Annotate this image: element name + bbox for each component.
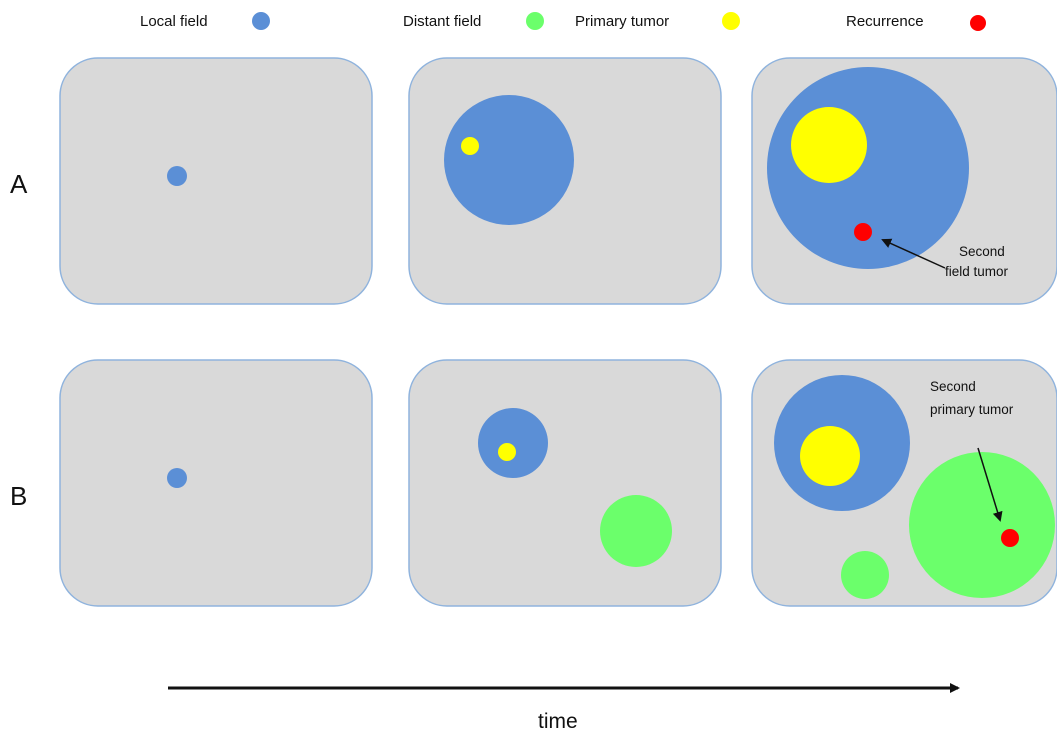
legend-primary-tumor-swatch bbox=[722, 12, 740, 30]
arrow-second-primary-tumor bbox=[977, 447, 1003, 522]
primary-tumor-a3 bbox=[791, 107, 867, 183]
time-label: time bbox=[538, 710, 578, 733]
panel-a1 bbox=[59, 57, 373, 305]
distant-field-b3-small bbox=[841, 551, 889, 599]
local-field-a1 bbox=[167, 166, 187, 186]
legend-distant-field-swatch bbox=[526, 12, 544, 30]
legend-local-field-label: Local field bbox=[140, 13, 208, 30]
row-label-b: B bbox=[10, 481, 27, 511]
panel-b1 bbox=[59, 359, 373, 607]
legend-distant-field-label: Distant field bbox=[403, 13, 481, 30]
primary-tumor-b3 bbox=[800, 426, 860, 486]
recurrence-a3 bbox=[854, 223, 872, 241]
legend-primary-tumor-label: Primary tumor bbox=[575, 13, 669, 30]
primary-tumor-b2 bbox=[498, 443, 516, 461]
legend-local-field-swatch bbox=[252, 12, 270, 30]
row-b: Second primary tumor bbox=[59, 359, 1057, 607]
legend: Local field Distant field Primary tumor … bbox=[140, 12, 986, 31]
primary-tumor-a2 bbox=[461, 137, 479, 155]
row-label-a: A bbox=[10, 169, 28, 199]
recurrence-b3 bbox=[1001, 529, 1019, 547]
arrow-second-field-tumor bbox=[881, 238, 946, 269]
legend-recurrence-label: Recurrence bbox=[846, 13, 924, 30]
panel-b2 bbox=[408, 359, 722, 607]
annotation-second-primary-tumor-line1: Second bbox=[930, 379, 976, 394]
local-field-b2 bbox=[478, 408, 548, 478]
legend-recurrence-swatch bbox=[970, 15, 986, 31]
distant-field-b3-large bbox=[909, 452, 1055, 598]
distant-field-b2 bbox=[600, 495, 672, 567]
annotation-second-field-tumor-line1: Second bbox=[959, 244, 1005, 259]
row-a: Second field tumor bbox=[59, 57, 1057, 305]
local-field-b1 bbox=[167, 468, 187, 488]
annotation-second-field-tumor-line2: field tumor bbox=[945, 264, 1009, 279]
annotation-second-primary-tumor-line2: primary tumor bbox=[930, 402, 1014, 417]
local-field-a2 bbox=[444, 95, 574, 225]
